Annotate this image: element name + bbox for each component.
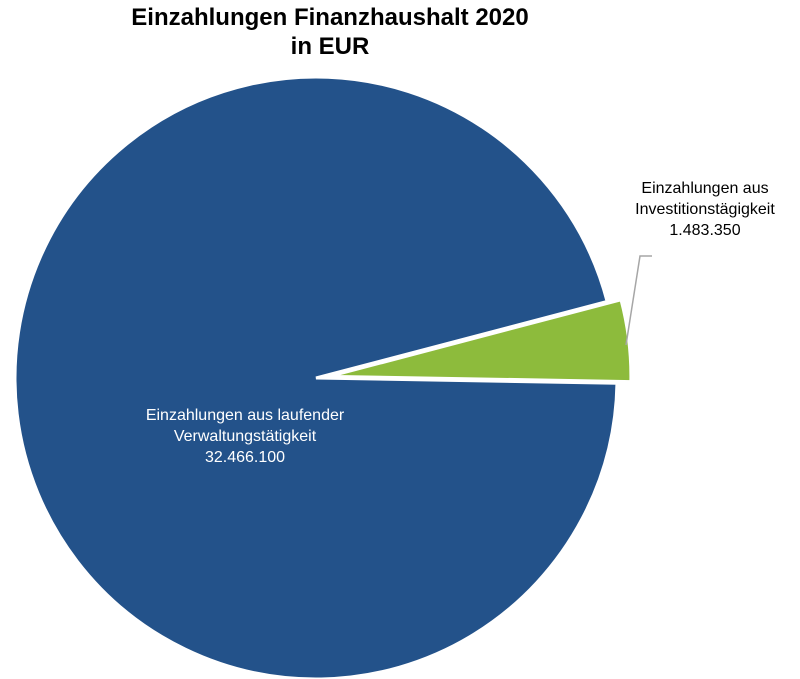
pie-slice: [329, 297, 633, 384]
slice-label: Einzahlungen aus Investitionstägigkeit 1…: [605, 178, 800, 241]
chart-title: in EUR: [290, 33, 370, 60]
category-label: Einzahlungen aus laufender Verwaltungstä…: [145, 407, 345, 445]
leader-line: [625, 255, 652, 346]
pie-slice: [13, 75, 619, 679]
value-label: 1.483.350: [669, 222, 741, 239]
value-label: 32.466.100: [204, 449, 286, 466]
chart-title: Einzahlungen Finanzhaushalt 2020: [131, 4, 529, 31]
slice-label: Einzahlungen aus laufender Verwaltungstä…: [120, 405, 370, 468]
category-label: Einzahlungen aus Investitionstägigkeit: [635, 180, 775, 218]
